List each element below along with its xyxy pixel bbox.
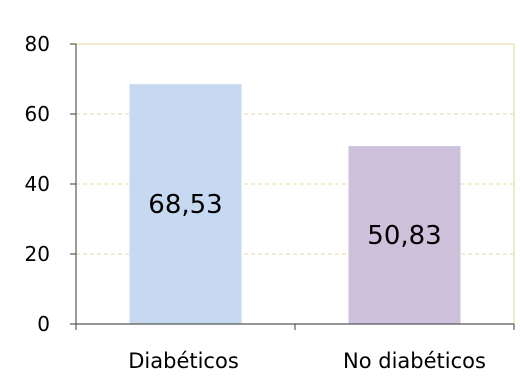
- data-label: 50,83: [367, 221, 441, 251]
- y-tick-label: 40: [25, 172, 50, 196]
- labels: 0 20 40 60 80 Diabéticos No diabéticos 68,53 50,…: [25, 32, 486, 373]
- y-tick-label: 80: [25, 32, 50, 56]
- axes: [70, 43, 515, 330]
- bar-2: [348, 146, 461, 324]
- bar-1: [129, 84, 242, 325]
- y-tick-label: 20: [25, 242, 50, 266]
- y-tick-label: 0: [37, 312, 50, 336]
- bars: [129, 84, 461, 325]
- x-category-label: Diabéticos: [128, 349, 239, 373]
- x-category-label: No diabéticos: [343, 349, 486, 373]
- y-tick-label: 60: [25, 102, 50, 126]
- data-label: 68,53: [148, 190, 222, 220]
